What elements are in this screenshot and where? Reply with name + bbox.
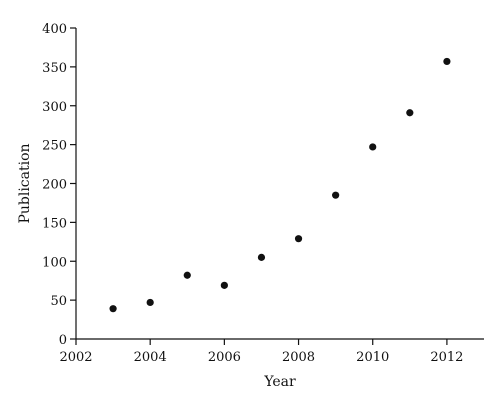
- y-tick-label: 200: [42, 178, 67, 193]
- axes: [75, 28, 484, 340]
- y-tick-label: 400: [42, 22, 67, 37]
- y-tick-label: 250: [42, 139, 67, 154]
- y-tick-label: 100: [42, 255, 67, 270]
- x-tick-label: 2010: [356, 350, 389, 365]
- y-tick-label: 50: [50, 294, 67, 309]
- data-point: [294, 235, 303, 243]
- x-tick-label: 2004: [134, 350, 167, 365]
- data-point: [109, 305, 117, 313]
- data-point: [369, 143, 377, 151]
- x-tick-label: 2012: [430, 350, 463, 365]
- data-point: [332, 191, 340, 199]
- data-point: [257, 253, 266, 261]
- y-tick-label: 350: [42, 61, 67, 76]
- x-tick-label: 2008: [282, 350, 315, 365]
- x-tick-label: 2006: [208, 350, 241, 365]
- y-tick-label: 0: [59, 333, 67, 348]
- data-point: [443, 57, 451, 66]
- y-tick-label: 150: [42, 216, 67, 231]
- y-tick-label: 300: [42, 100, 67, 115]
- data-points: [109, 57, 451, 313]
- y-axis-title: Publication: [17, 143, 33, 223]
- data-point: [220, 281, 228, 289]
- data-point: [146, 298, 154, 307]
- ticks: 0 50 100 150 200 250 300 350 400 2002 2004 2006 2008…: [42, 22, 463, 365]
- x-axis-title: Year: [263, 374, 296, 390]
- x-tick-label: 2002: [59, 350, 92, 365]
- data-point: [406, 109, 414, 117]
- data-point: [183, 271, 191, 279]
